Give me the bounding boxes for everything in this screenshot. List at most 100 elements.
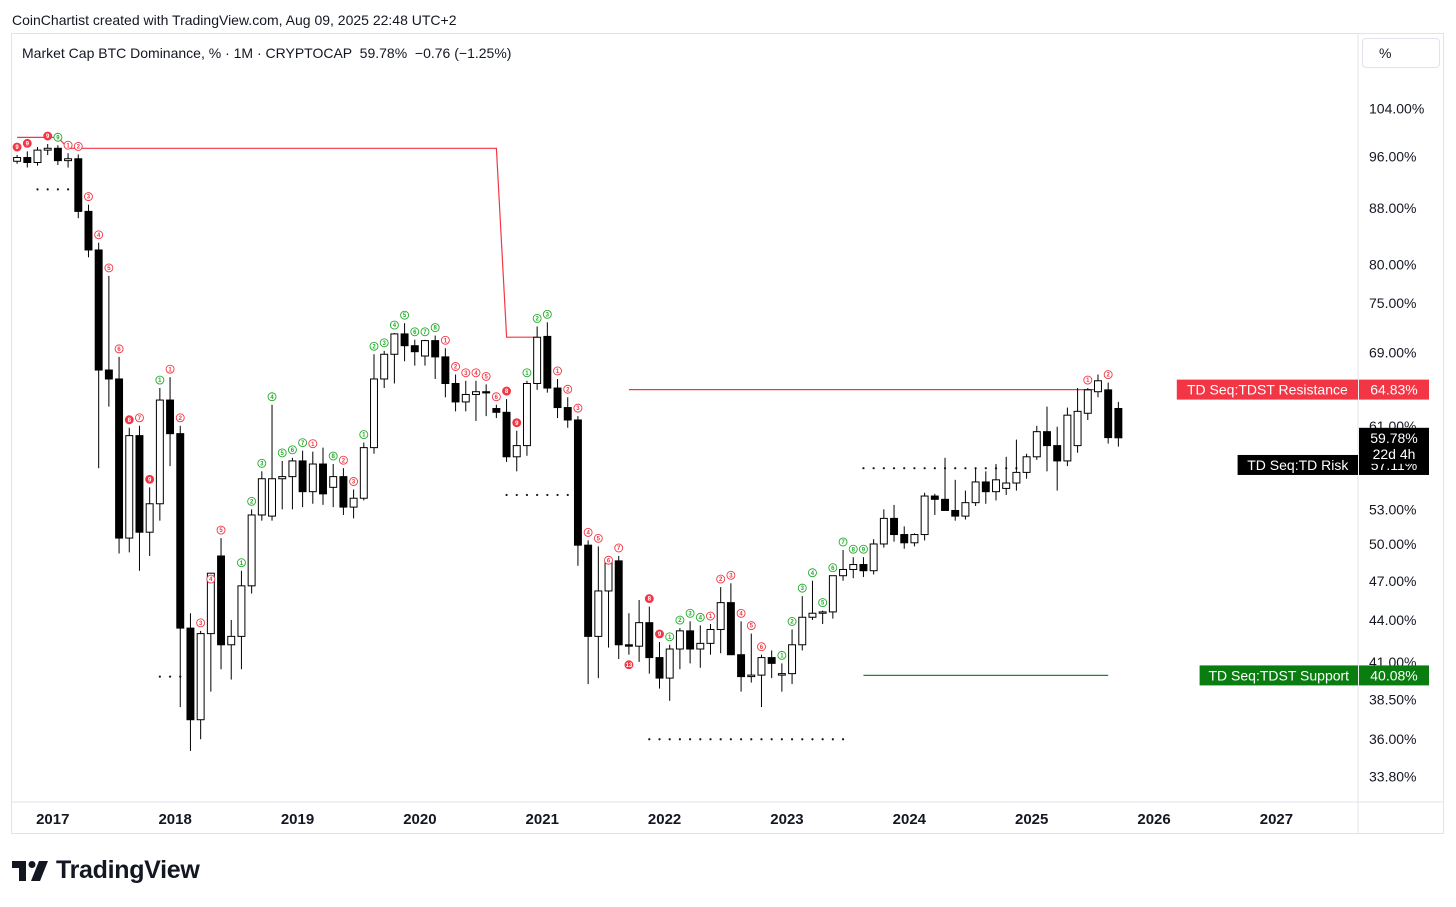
chart-credit: CoinChartist created with TradingView.co… xyxy=(12,12,457,28)
price-tick-label: 104.00% xyxy=(1369,101,1424,117)
symbol-legend: Market Cap BTC Dominance, % · 1M · CRYPT… xyxy=(22,45,512,61)
candle-body xyxy=(553,387,562,409)
candle-body xyxy=(135,435,144,533)
td-count-label: 9 xyxy=(15,145,19,151)
td-count-label: 2 xyxy=(77,145,81,151)
candle-body xyxy=(594,590,603,637)
candle-body xyxy=(23,157,32,164)
candle-body xyxy=(13,157,22,162)
candle-body xyxy=(421,340,429,357)
td-count-marker xyxy=(308,439,318,449)
td-count-marker xyxy=(604,555,613,565)
price-tick-label: 44.00% xyxy=(1369,612,1416,628)
td-count-marker xyxy=(124,415,134,425)
td-count-marker xyxy=(593,533,603,543)
candle-body xyxy=(696,642,705,650)
td-count-marker xyxy=(410,327,420,337)
candle-body xyxy=(655,657,664,679)
td-count-marker xyxy=(328,451,338,461)
candle-body xyxy=(961,502,970,517)
candle-body xyxy=(74,158,83,212)
td-count-label: 8 xyxy=(852,547,856,553)
candle-body xyxy=(951,509,960,517)
candle-body xyxy=(981,481,990,493)
td-risk-dot xyxy=(36,188,39,191)
td-count-label: 2 xyxy=(719,577,723,583)
td-count-label: 1 xyxy=(556,369,560,375)
candle-body xyxy=(818,611,827,614)
candle-body xyxy=(1053,445,1062,462)
candle-body xyxy=(910,534,919,544)
td-count-label: 3 xyxy=(546,312,550,318)
percent-scale-button[interactable]: % xyxy=(1362,38,1440,68)
td-count-label: 7 xyxy=(138,416,142,422)
td-count-marker xyxy=(532,313,542,323)
candle-body xyxy=(461,393,470,403)
time-tick-label: 2017 xyxy=(36,811,69,828)
candle-body xyxy=(492,408,501,413)
td-risk-dot xyxy=(566,493,569,497)
td-risk-dot xyxy=(168,675,172,678)
td-count-label: 9 xyxy=(148,477,152,483)
candle-body xyxy=(278,476,287,480)
td-count-marker xyxy=(43,131,53,141)
candle-body xyxy=(125,435,134,539)
td-count-label: 1 xyxy=(158,378,162,384)
td-count-marker xyxy=(400,310,410,320)
td-count-label: 5 xyxy=(107,266,111,272)
td-count-marker xyxy=(257,458,267,468)
td-count-label: 9 xyxy=(46,134,50,140)
candle-body xyxy=(196,633,205,721)
td-count-label: 5 xyxy=(281,451,285,457)
candle-body xyxy=(614,560,623,646)
td-count-label: 2 xyxy=(342,458,346,464)
candle-body xyxy=(533,336,542,384)
candle-body xyxy=(482,391,491,394)
td-count-marker xyxy=(206,574,216,584)
candle-body xyxy=(1114,408,1123,439)
td-count-marker xyxy=(491,392,501,402)
candle-body xyxy=(635,622,644,647)
td-count-marker xyxy=(277,448,287,458)
td-risk-dot xyxy=(739,738,743,741)
candle-body xyxy=(359,447,368,499)
td-risk-dot xyxy=(699,738,702,741)
td-risk-dot xyxy=(719,738,722,741)
td-count-label: 3 xyxy=(688,611,692,617)
tdst-support-tag-value: 40.08% xyxy=(1370,667,1417,683)
candle-body xyxy=(675,630,684,650)
td-count-label: 13 xyxy=(626,663,633,669)
candle-body xyxy=(808,612,817,618)
td-count-label: 1 xyxy=(240,561,244,567)
td-count-label: 6 xyxy=(607,558,611,564)
candle-body xyxy=(1012,471,1021,484)
td-count-label: 2 xyxy=(566,387,570,393)
td-risk-dot xyxy=(709,738,712,741)
candle-body xyxy=(757,657,766,676)
td-count-marker xyxy=(675,615,685,625)
td-count-label: 7 xyxy=(301,441,305,447)
price-tick-label: 33.80% xyxy=(1369,769,1416,785)
td-count-label: 4 xyxy=(393,323,397,329)
td-risk-dot xyxy=(892,467,896,470)
price-tick-label: 47.00% xyxy=(1369,573,1416,589)
candle-body xyxy=(1063,414,1072,462)
td-count-label: 2 xyxy=(535,317,539,323)
td-risk-dot xyxy=(872,467,875,470)
td-count-marker xyxy=(359,430,369,440)
td-risk-dot xyxy=(780,738,783,741)
td-count-label: 7 xyxy=(617,546,621,552)
td-count-label: 6 xyxy=(831,566,835,572)
price-tick-label: 96.00% xyxy=(1369,148,1416,164)
td-count-label: 5 xyxy=(484,375,488,381)
price-tick-label: 75.00% xyxy=(1369,295,1416,311)
time-axis[interactable]: 2017 2018 2019 2020 2021 2022 2023 2024 2025 2026… xyxy=(11,801,1444,828)
candle-body xyxy=(145,503,154,533)
candle-body xyxy=(1073,410,1082,447)
tradingview-logo[interactable]: TradingView xyxy=(12,856,200,885)
time-tick-label: 2018 xyxy=(158,811,191,828)
td-count-label: 6 xyxy=(291,448,295,454)
td-count-marker xyxy=(440,335,450,345)
candle-body xyxy=(339,476,348,508)
